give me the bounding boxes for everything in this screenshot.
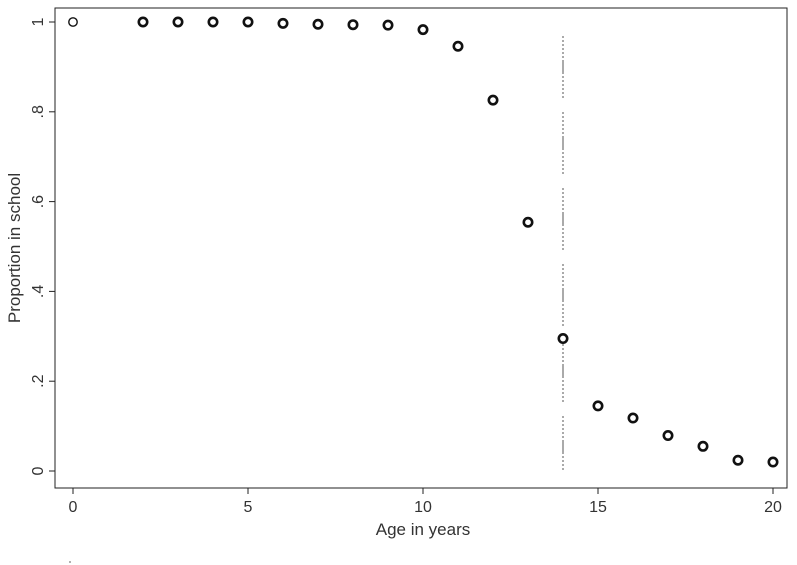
x-tick-label: 20 — [764, 499, 782, 516]
x-tick-label: 0 — [69, 499, 78, 516]
data-point — [557, 333, 569, 345]
data-point — [417, 24, 429, 36]
data-point — [697, 440, 709, 452]
data-point — [662, 430, 674, 442]
data-points — [68, 16, 779, 468]
data-point — [592, 400, 604, 412]
data-point — [347, 19, 359, 31]
data-point — [242, 16, 254, 28]
y-tick-label: .2 — [30, 374, 47, 387]
data-point — [382, 19, 394, 31]
y-tick-label: .8 — [30, 105, 47, 118]
x-axis-title: Age in years — [376, 520, 471, 539]
data-point — [522, 216, 534, 228]
data-point — [172, 16, 184, 28]
y-axis-title: Proportion in school — [5, 173, 24, 323]
data-point — [277, 17, 289, 29]
data-point — [312, 18, 324, 30]
data-point — [452, 40, 464, 52]
data-point — [207, 16, 219, 28]
y-tick-label: .6 — [30, 195, 47, 208]
x-axis: 0 5 10 15 20 — [69, 488, 782, 516]
y-tick-label: 1 — [30, 17, 47, 26]
data-point — [487, 94, 499, 106]
data-point — [68, 17, 78, 27]
data-point — [732, 454, 744, 466]
data-point — [137, 16, 149, 28]
x-tick-label: 5 — [244, 499, 253, 516]
stray-mark — [69, 561, 71, 563]
y-axis: 0 .2 .4 .6 .8 1 — [30, 17, 55, 475]
x-tick-label: 10 — [414, 499, 432, 516]
data-point — [627, 412, 639, 424]
plot-frame — [54, 7, 788, 489]
x-tick-label: 15 — [589, 499, 607, 516]
y-tick-label: .4 — [30, 285, 47, 298]
data-point — [767, 456, 779, 468]
y-tick-label: 0 — [30, 466, 47, 475]
